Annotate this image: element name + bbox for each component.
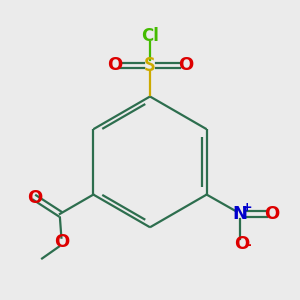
- Text: S: S: [144, 56, 156, 75]
- Text: O: O: [107, 56, 122, 74]
- Text: Cl: Cl: [141, 27, 159, 45]
- Text: -: -: [245, 238, 251, 252]
- Text: +: +: [241, 202, 252, 214]
- Text: O: O: [178, 56, 193, 74]
- Text: N: N: [232, 205, 247, 223]
- Text: O: O: [54, 233, 69, 251]
- Text: O: O: [264, 205, 279, 223]
- Text: O: O: [27, 189, 42, 207]
- Text: O: O: [234, 235, 249, 253]
